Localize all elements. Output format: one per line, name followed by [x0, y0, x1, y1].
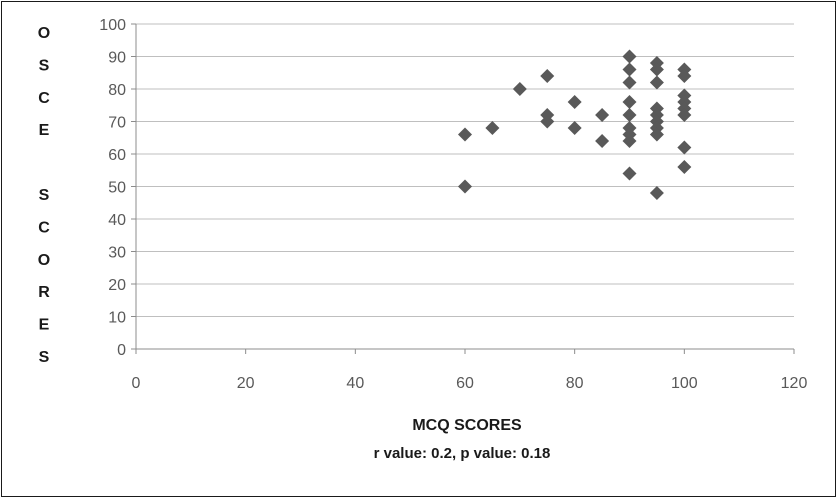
y-axis-title-letter: O — [38, 25, 50, 42]
data-point — [649, 127, 664, 142]
data-points — [458, 49, 692, 200]
y-tick-label: 70 — [108, 115, 126, 132]
data-point — [622, 62, 637, 77]
data-point — [540, 69, 555, 83]
y-axis-title-letter: C — [38, 219, 50, 236]
x-tick-label: 120 — [781, 375, 808, 392]
x-tick-label: 80 — [566, 375, 584, 392]
y-tick-label: 60 — [108, 147, 126, 164]
y-tick-label: 100 — [99, 17, 126, 34]
data-point — [677, 108, 692, 122]
x-tick-label: 20 — [237, 375, 255, 392]
gridlines — [136, 23, 794, 317]
y-tick-label: 80 — [108, 82, 126, 99]
data-point — [677, 69, 692, 83]
y-tick-label: 50 — [108, 180, 126, 197]
data-point — [677, 140, 692, 155]
y-tick-labels: 0 10 20 30 40 50 60 70 80 90 100 — [99, 17, 136, 359]
data-point — [622, 108, 637, 122]
correlation-annotation: r value: 0.2, p value: 0.18 — [374, 445, 551, 462]
data-point — [622, 166, 637, 181]
y-axis-title-letter: E — [39, 122, 50, 139]
y-tick-label: 20 — [108, 277, 126, 294]
y-tick-label: 40 — [108, 212, 126, 229]
y-axis-title-letter: E — [39, 317, 50, 334]
x-tick-label: 100 — [671, 375, 698, 392]
y-axis-title-letter: S — [39, 349, 50, 366]
x-tick-label: 40 — [346, 375, 364, 392]
data-point — [649, 62, 664, 77]
y-axis-title-letter: S — [39, 57, 50, 74]
data-point — [595, 108, 610, 122]
data-point — [540, 114, 555, 129]
data-point — [649, 186, 664, 200]
x-tick-labels: 0 20 40 60 80 100 120 — [132, 349, 808, 392]
data-point — [622, 75, 637, 90]
data-point — [567, 121, 582, 135]
x-axis-title: MCQ SCORES — [412, 417, 522, 434]
y-axis-title-letter: R — [38, 284, 50, 301]
y-axis-title-letter: C — [38, 90, 50, 107]
x-tick-label: 0 — [132, 375, 141, 392]
y-tick-label: 0 — [117, 342, 126, 359]
data-point — [622, 95, 637, 109]
data-point — [622, 49, 637, 64]
data-point — [649, 75, 664, 90]
y-tick-label: 30 — [108, 245, 126, 262]
y-tick-label: 90 — [108, 50, 126, 67]
x-tick-label: 60 — [456, 375, 474, 392]
y-axis-title-letter: O — [38, 252, 50, 269]
y-tick-label: 10 — [108, 310, 126, 327]
data-point — [512, 82, 527, 96]
data-point — [458, 179, 472, 194]
data-point — [677, 160, 692, 174]
data-point — [485, 121, 500, 135]
data-point — [595, 134, 610, 148]
y-axis-title-letter: S — [39, 187, 50, 204]
data-point — [458, 127, 472, 142]
data-point — [567, 95, 582, 109]
data-point — [622, 134, 637, 148]
